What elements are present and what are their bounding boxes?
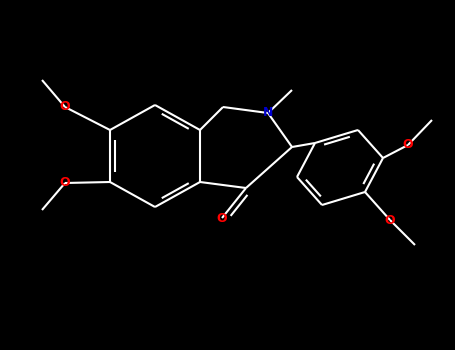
Text: O: O bbox=[384, 214, 395, 226]
Text: O: O bbox=[217, 211, 228, 224]
Text: N: N bbox=[263, 106, 273, 119]
Text: O: O bbox=[403, 139, 413, 152]
Text: O: O bbox=[60, 100, 71, 113]
Text: O: O bbox=[60, 176, 71, 189]
